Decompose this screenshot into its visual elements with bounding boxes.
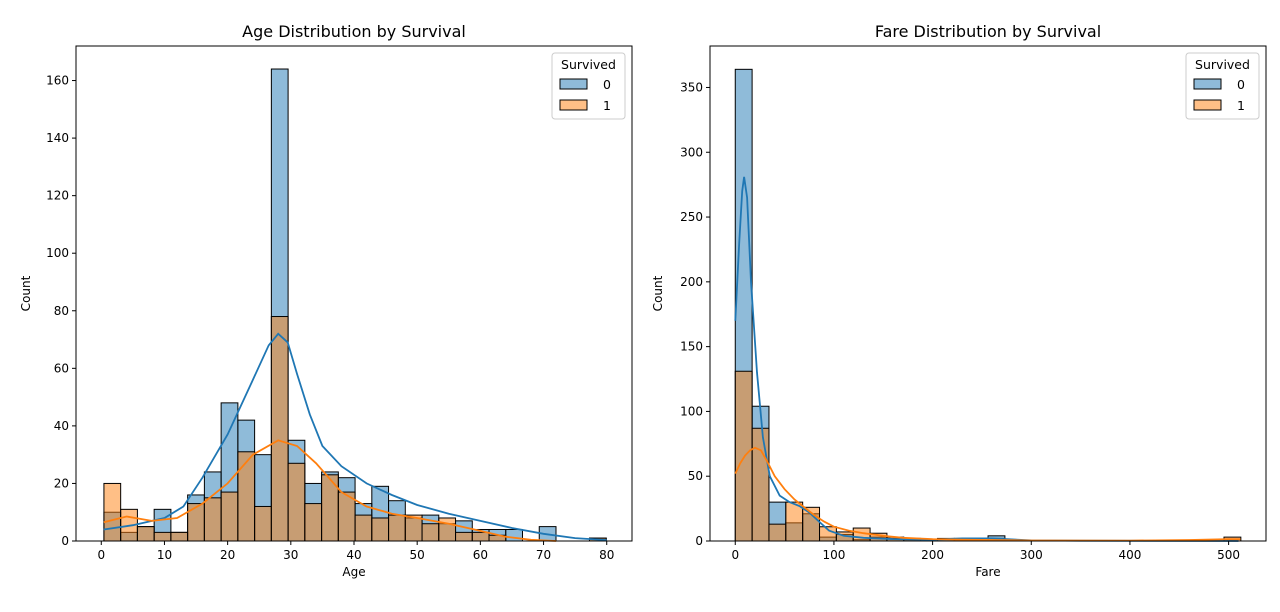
chart-2: 0 100 200 300 400 500 0 50 100 150 200 250 300 350 Far…: [651, 22, 1267, 579]
x-tick-label: 10: [157, 548, 172, 562]
y-tick-label: 0: [61, 534, 69, 548]
y-axis-label: Count: [651, 275, 665, 311]
y-tick-label: 350: [680, 80, 703, 94]
legend: Survived 0 1: [551, 52, 626, 120]
y-tick-label: 20: [54, 476, 69, 490]
legend-label-1: 1: [603, 98, 611, 113]
x-tick-label: 20: [220, 548, 235, 562]
plot-frame: [709, 45, 1267, 542]
bar-1-0: [103, 482, 122, 542]
y-tick-label: 100: [680, 404, 703, 418]
x-tick-label: 500: [1217, 548, 1240, 562]
plot-frame: [75, 45, 633, 542]
legend-title: Survived: [561, 57, 616, 72]
bar-1-16: [371, 517, 390, 542]
legend-swatch-0: [1193, 78, 1222, 90]
chart-1: 0 10 20 30 40 50 60 70 80020406080100120140160Ag…: [19, 22, 633, 579]
chart-title: Fare Distribution by Survival: [875, 22, 1101, 41]
x-tick-label: 70: [536, 548, 551, 562]
bar-1-17: [388, 514, 406, 542]
y-tick-label: 0: [695, 534, 703, 548]
bar-1-11: [287, 462, 306, 542]
bar-1-10: [270, 316, 289, 542]
x-axis-label: Fare: [975, 565, 1000, 579]
y-tick-label: 250: [680, 210, 703, 224]
bar-1-7: [220, 491, 239, 542]
legend-swatch-1: [1193, 99, 1222, 111]
bar-1-5: [187, 503, 205, 542]
legend-swatch-1: [559, 99, 588, 111]
bar-1-20: [438, 517, 457, 542]
bar-1-2: [768, 523, 787, 542]
legend-label-0: 0: [603, 77, 611, 92]
x-tick-label: 30: [283, 548, 298, 562]
bar-1-2: [136, 526, 155, 542]
bar-1-6: [203, 497, 222, 542]
y-tick-label: 60: [54, 361, 69, 375]
y-tick-label: 50: [688, 469, 703, 483]
bar-1-3: [153, 531, 172, 542]
legend-swatch-0: [559, 78, 588, 90]
bar-1-22: [471, 531, 490, 542]
kde-line-0: [103, 332, 607, 541]
x-tick-label: 200: [921, 548, 944, 562]
legend-label-1: 1: [1237, 98, 1245, 113]
y-tick-label: 140: [46, 131, 69, 145]
x-tick-label: 400: [1118, 548, 1141, 562]
bar-1-19: [421, 523, 440, 542]
y-tick-label: 150: [680, 340, 703, 354]
bar-1-8: [237, 451, 256, 542]
legend: Survived 0 1: [1185, 52, 1260, 120]
legend-label-0: 0: [1237, 77, 1245, 92]
bar-1-3: [785, 501, 804, 542]
y-tick-label: 40: [54, 419, 69, 433]
bar-1-9: [254, 505, 272, 542]
x-tick-label: 60: [473, 548, 488, 562]
y-tick-label: 200: [680, 275, 703, 289]
x-axis-label: Age: [342, 565, 365, 579]
bar-1-1: [751, 427, 770, 542]
y-tick-label: 100: [46, 246, 69, 260]
chart-title: Age Distribution by Survival: [242, 22, 466, 41]
kde-line-1: [734, 446, 1241, 542]
x-tick-label: 100: [822, 548, 845, 562]
kde-line-1: [103, 439, 557, 542]
bar-1-12: [304, 503, 323, 542]
y-tick-label: 300: [680, 145, 703, 159]
x-tick-label: 300: [1020, 548, 1043, 562]
y-tick-label: 160: [46, 74, 69, 88]
x-tick-label: 40: [346, 548, 361, 562]
bar-1-15: [354, 514, 373, 542]
legend-title: Survived: [1195, 57, 1250, 72]
kde-line-0: [734, 176, 1239, 542]
x-tick-label: 0: [731, 548, 739, 562]
bar-1-21: [455, 531, 473, 542]
y-tick-label: 120: [46, 189, 69, 203]
x-tick-label: 80: [599, 548, 614, 562]
x-tick-label: 50: [410, 548, 425, 562]
y-tick-label: 80: [54, 304, 69, 318]
y-axis-label: Count: [19, 275, 33, 311]
x-tick-label: 0: [97, 548, 105, 562]
bar-1-4: [170, 531, 189, 542]
